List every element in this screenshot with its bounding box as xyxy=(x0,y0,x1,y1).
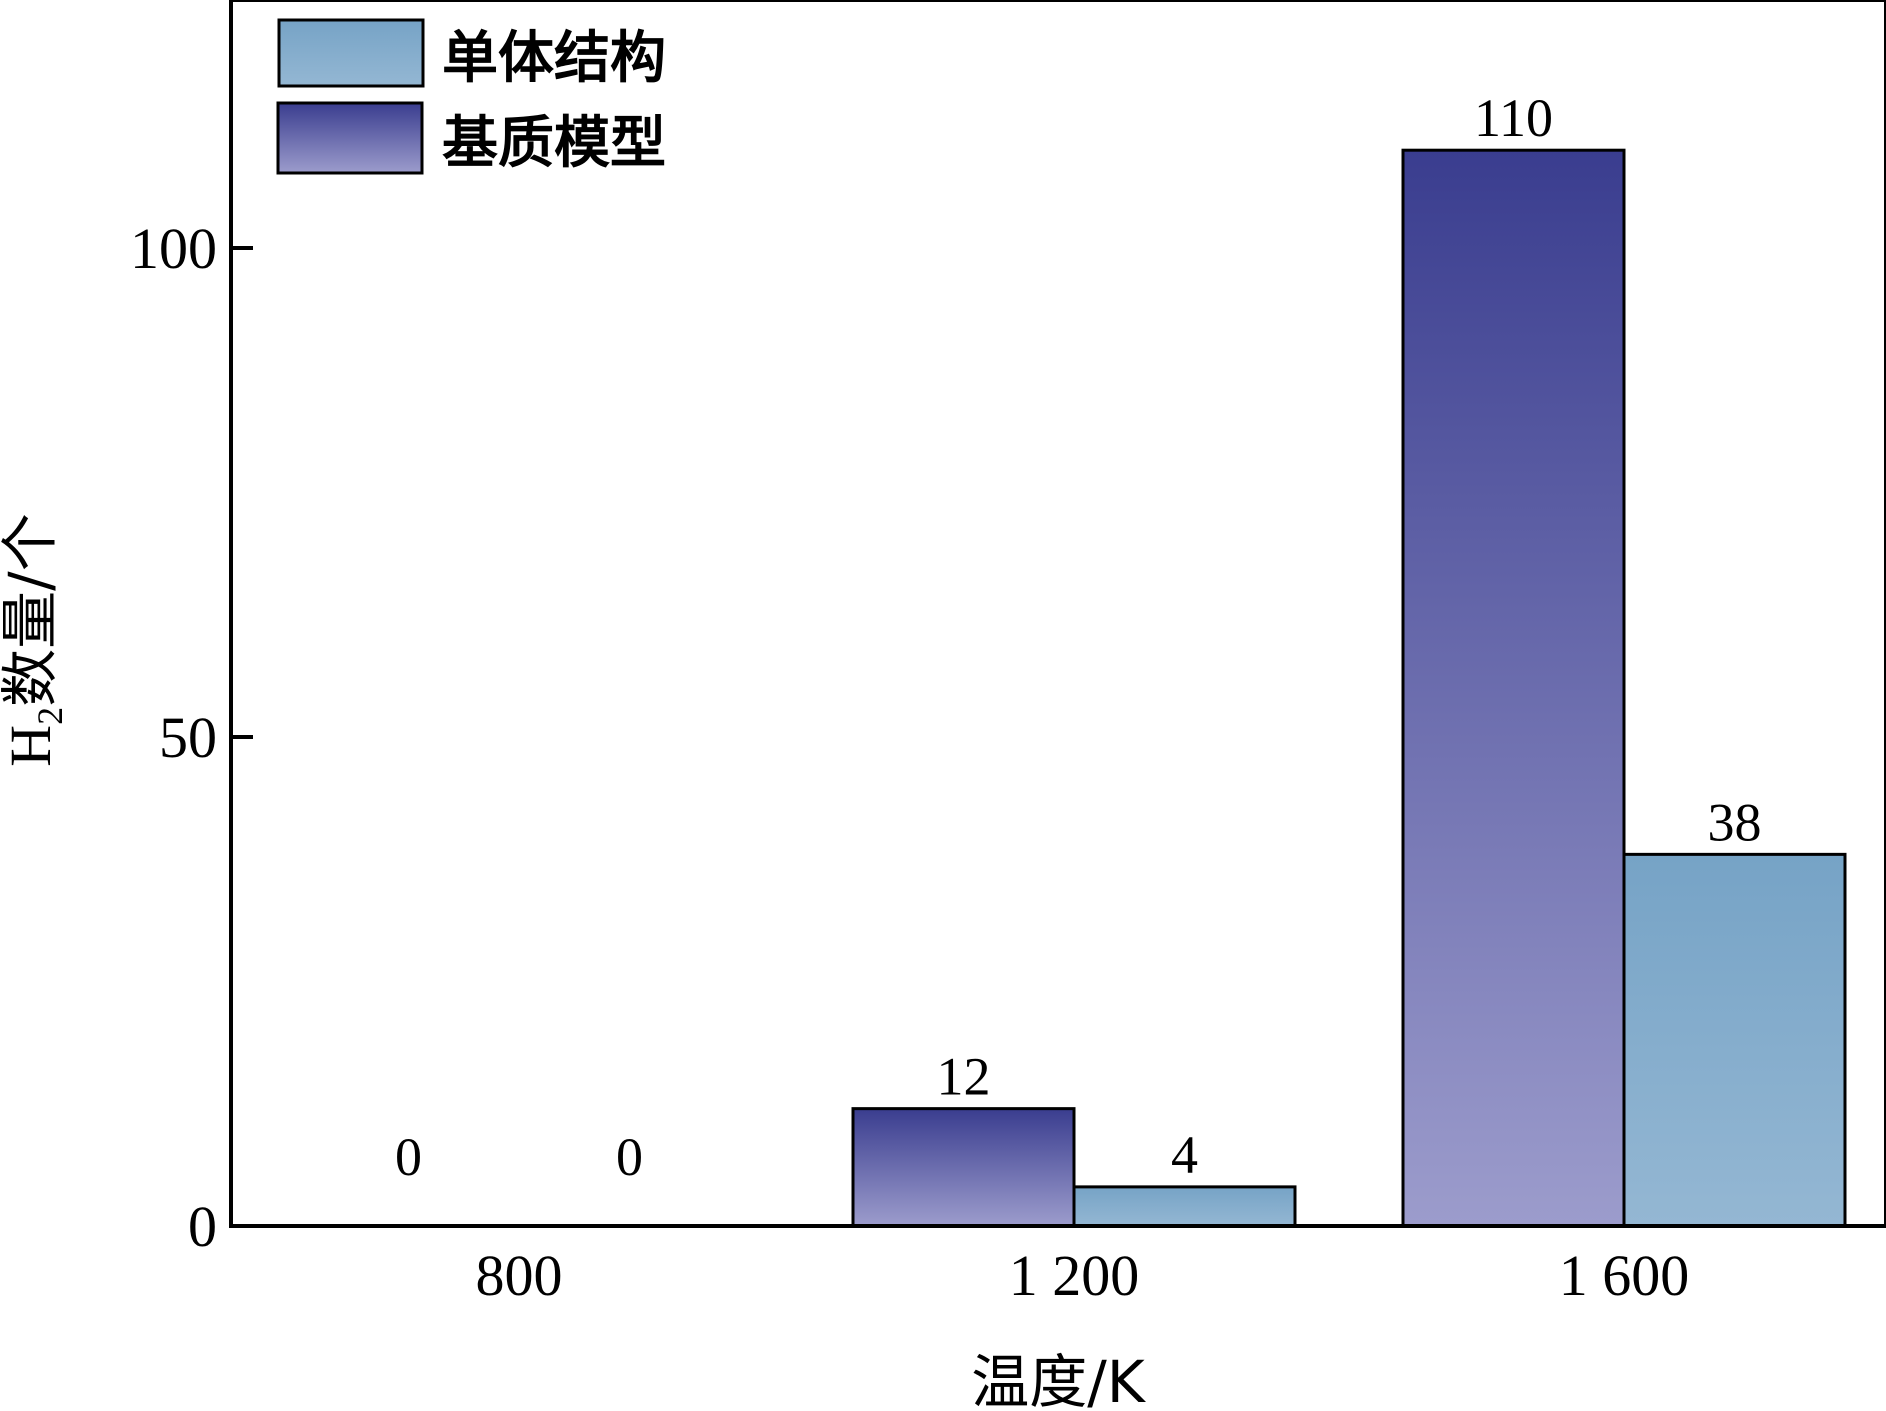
legend-label-monomer: 单体结构 xyxy=(442,26,666,91)
legend: 单体结构 基质模型 xyxy=(276,18,666,176)
bar-monomer-1200 xyxy=(1072,1185,1297,1228)
y-axis-title-prefix: H xyxy=(0,725,63,767)
data-labels-group: 0 12 110 0 4 38 xyxy=(395,88,1762,1187)
data-label-monomer-1600: 38 xyxy=(1708,792,1762,852)
data-label-monomer-800: 0 xyxy=(616,1127,643,1187)
bars-group xyxy=(851,148,1847,1228)
legend-label-matrix: 基质模型 xyxy=(442,111,666,176)
x-axis-title-text: 温度/K xyxy=(971,1348,1147,1411)
legend-swatch-matrix xyxy=(276,101,424,175)
data-label-matrix-1200: 12 xyxy=(937,1047,991,1107)
y-tick-label-0: 0 xyxy=(188,1194,217,1259)
x-tick-label-800: 800 xyxy=(476,1243,563,1308)
bar-matrix-1600 xyxy=(1401,148,1626,1228)
x-axis-ticks: 800 1 200 1 600 xyxy=(476,1243,1690,1308)
legend-item-matrix: 基质模型 xyxy=(276,101,666,176)
y-axis-title-subscript: 2 xyxy=(30,707,70,725)
x-tick-label-1600: 1 600 xyxy=(1559,1243,1690,1308)
legend-swatch-monomer xyxy=(277,18,425,88)
x-tick-label-1200: 1 200 xyxy=(1009,1243,1140,1308)
bar-monomer-1600 xyxy=(1622,852,1847,1228)
y-axis-ticks: 0 50 100 xyxy=(130,216,253,1259)
data-label-monomer-1200: 4 xyxy=(1171,1125,1198,1185)
plot-frame xyxy=(229,0,1886,1228)
y-axis-title-suffix: 数量/个 xyxy=(0,513,64,707)
bar-matrix-1200 xyxy=(851,1107,1076,1228)
y-tick-label-100: 100 xyxy=(130,216,217,281)
legend-item-monomer: 单体结构 xyxy=(277,18,666,91)
data-label-matrix-800: 0 xyxy=(395,1127,422,1187)
data-label-matrix-1600: 110 xyxy=(1474,88,1553,148)
x-axis-title: 温度/K xyxy=(971,1348,1147,1411)
y-axis-title: H2数量/个 xyxy=(0,513,70,766)
y-tick-label-50: 50 xyxy=(159,705,217,770)
